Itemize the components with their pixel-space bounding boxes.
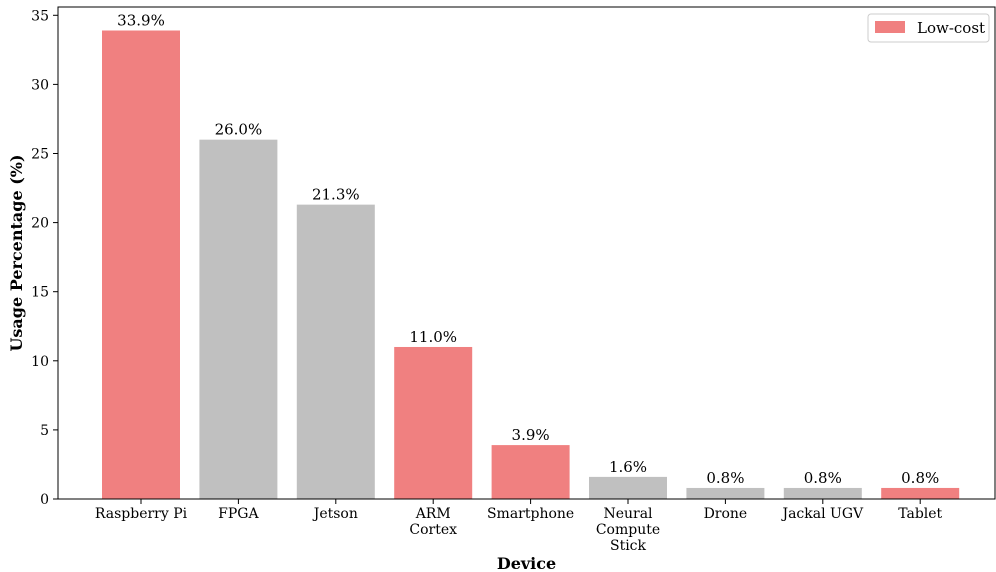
x-tick-label-line: Jetson	[312, 506, 358, 522]
x-tick-label-line: ARM	[415, 506, 451, 522]
legend-label-low-cost: Low-cost	[917, 19, 985, 37]
y-axis-title: Usage Percentage (%)	[7, 154, 26, 351]
bar	[199, 139, 278, 499]
plot-frame	[57, 6, 996, 500]
x-tick-label-line: Compute	[596, 522, 660, 538]
data-label: 26.0%	[215, 121, 263, 139]
data-label: 0.8%	[901, 469, 939, 487]
y-tick-label: 10	[31, 354, 49, 370]
x-tick-label-line: Jackal UGV	[780, 506, 864, 522]
y-axis-ticks: 0 5 10 15 20 25 30 35	[31, 8, 58, 508]
x-axis-ticks: Raspberry Pi FPGA Jetson ARM Cortex Smartphon…	[95, 499, 943, 554]
bar	[394, 346, 473, 499]
bar	[881, 487, 960, 499]
x-tick-label: FPGA	[218, 506, 259, 522]
y-tick-label: 0	[40, 492, 49, 508]
x-tick-label: Smartphone	[487, 506, 574, 522]
bar	[102, 30, 180, 499]
x-tick-label-line: Drone	[704, 506, 748, 522]
data-label: 33.9%	[117, 11, 165, 29]
legend-swatch-low-cost	[875, 21, 905, 33]
bar	[491, 445, 570, 499]
y-tick-label: 25	[31, 146, 49, 162]
data-label: 1.6%	[609, 458, 647, 476]
y-tick-label: 15	[31, 285, 49, 301]
y-tick-label: 20	[31, 216, 49, 232]
legend: Low-cost	[867, 13, 990, 43]
data-label: 11.0%	[409, 328, 457, 346]
y-tick-label: 35	[31, 8, 49, 24]
x-tick-label-line: Tablet	[898, 506, 942, 522]
x-tick-label-line: Smartphone	[487, 506, 574, 522]
y-tick-label: 5	[40, 423, 49, 439]
x-tick-label-line: Cortex	[409, 522, 457, 538]
x-tick-label-line: Raspberry Pi	[95, 506, 188, 522]
x-axis-title: Device	[497, 554, 556, 572]
x-tick-label-line: Neural	[603, 506, 653, 522]
x-tick-label-line: FPGA	[218, 506, 259, 522]
data-label: 0.8%	[706, 469, 744, 487]
x-tick-label: Neural Compute Stick	[596, 506, 660, 554]
x-tick-label: ARM Cortex	[409, 506, 457, 538]
data-labels: 33.9% 26.0% 21.3% 11.0% 3.9% 1.6% 0.8% 0.8% 0.8%	[117, 11, 939, 486]
x-tick-label: Tablet	[898, 506, 942, 522]
bar	[589, 476, 667, 499]
x-tick-label: Jetson	[312, 506, 358, 522]
x-tick-label: Raspberry Pi	[95, 506, 188, 522]
x-tick-label: Drone	[704, 506, 748, 522]
data-label: 3.9%	[512, 426, 550, 444]
data-label: 0.8%	[804, 469, 842, 487]
data-label: 21.3%	[312, 186, 360, 204]
x-tick-label-line: Stick	[610, 538, 647, 554]
bar	[783, 487, 862, 499]
y-tick-label: 30	[31, 77, 49, 93]
x-tick-label: Jackal UGV	[780, 506, 864, 522]
bar	[686, 487, 765, 499]
bar	[296, 204, 375, 499]
bars	[102, 30, 960, 499]
